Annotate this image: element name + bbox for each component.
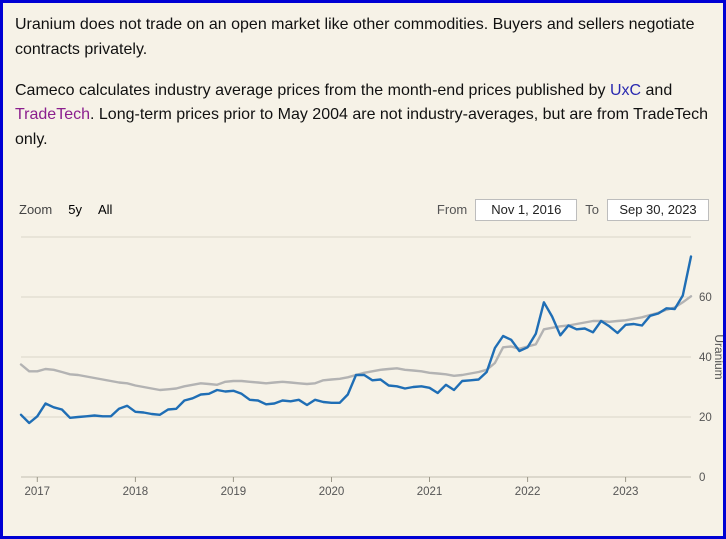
- zoom-all-button[interactable]: All: [97, 202, 113, 218]
- x-tick-label: 2021: [417, 486, 443, 498]
- tradetech-link[interactable]: TradeTech: [15, 106, 90, 124]
- sources-paragraph: Cameco calculates industry average price…: [15, 79, 711, 153]
- from-date-input[interactable]: [475, 198, 578, 221]
- chart-header: Zoom 5y All From To: [15, 198, 711, 221]
- zoom-controls: Zoom 5y All: [19, 202, 112, 217]
- uxc-link[interactable]: UxC: [609, 81, 642, 99]
- to-date-input[interactable]: [607, 198, 709, 221]
- uranium-price-chart: Zoom 5y All From To 0 20 40 60 2017 2018 2019 2…: [15, 198, 723, 505]
- zoom-label: Zoom: [19, 202, 53, 218]
- x-tick-label: 2022: [515, 486, 541, 498]
- x-tick-label: 2018: [123, 486, 149, 498]
- sources-text-2: and: [641, 81, 673, 99]
- sources-text-1: Cameco calculates industry average price…: [15, 81, 610, 99]
- y-axis-title: Uranium: [712, 334, 723, 379]
- sources-text-3: . Long-term prices prior to May 2004 are…: [15, 106, 709, 149]
- y-tick-label: 20: [699, 412, 712, 424]
- date-range-controls: From To: [436, 198, 709, 221]
- spot-price-line: [19, 255, 693, 425]
- x-tick-label: 2020: [319, 486, 345, 498]
- price-chart-svg[interactable]: 0 20 40 60 2017 2018 2019 2020 2021 2022 2023 Urani…: [15, 225, 723, 505]
- to-label: To: [585, 202, 599, 218]
- x-tick-label: 2023: [613, 486, 639, 498]
- y-tick-label: 40: [699, 352, 712, 364]
- zoom-5y-button[interactable]: 5y: [68, 202, 82, 218]
- from-label: From: [436, 202, 468, 218]
- intro-paragraph: Uranium does not trade on an open market…: [15, 16, 695, 58]
- x-tick-label: 2017: [25, 486, 51, 498]
- y-tick-label: 0: [699, 472, 705, 484]
- y-tick-label: 60: [699, 292, 712, 304]
- x-tick-label: 2019: [221, 486, 247, 498]
